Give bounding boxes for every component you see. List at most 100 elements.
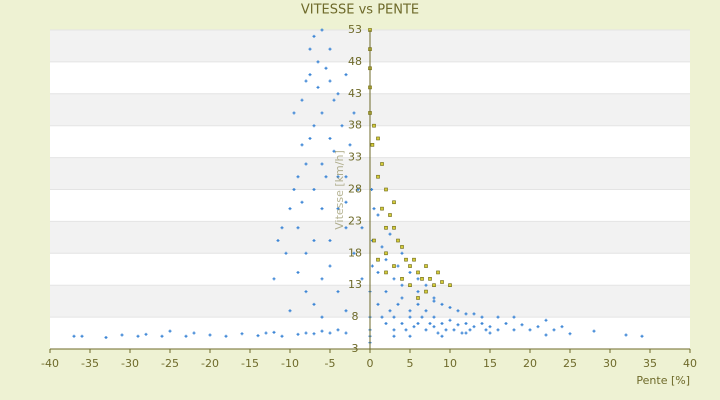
point xyxy=(504,321,508,325)
point xyxy=(424,289,428,294)
point xyxy=(344,175,348,179)
x-tick-label: 20 xyxy=(523,357,537,370)
point xyxy=(72,334,76,338)
point xyxy=(328,47,332,51)
point xyxy=(416,290,420,294)
point xyxy=(432,315,436,319)
point xyxy=(384,251,388,256)
point xyxy=(316,60,320,64)
point xyxy=(544,318,548,322)
point xyxy=(352,251,356,255)
point xyxy=(280,226,284,230)
point xyxy=(312,302,316,306)
x-tick-label: -10 xyxy=(281,357,299,370)
point xyxy=(436,331,440,335)
point xyxy=(272,330,276,334)
point xyxy=(296,226,300,230)
point xyxy=(420,277,424,281)
point xyxy=(388,309,392,313)
point xyxy=(104,336,108,340)
point xyxy=(336,207,340,211)
point xyxy=(312,188,316,191)
point xyxy=(400,277,404,281)
point xyxy=(552,328,556,332)
y-tick-label: 23 xyxy=(348,214,362,227)
point xyxy=(464,312,468,316)
y-tick-label: 18 xyxy=(348,246,362,259)
point xyxy=(400,283,404,287)
point xyxy=(560,325,564,329)
point xyxy=(412,325,416,329)
point xyxy=(440,280,444,284)
x-tick-label: 35 xyxy=(643,357,657,370)
point xyxy=(392,328,396,332)
point xyxy=(328,264,332,268)
point xyxy=(392,315,396,319)
point xyxy=(428,277,432,281)
point xyxy=(440,302,444,306)
point xyxy=(356,188,360,191)
point xyxy=(328,136,332,140)
x-tick-label: -15 xyxy=(241,357,259,370)
point xyxy=(392,200,396,205)
y-tick-label: 53 xyxy=(348,23,362,36)
point xyxy=(312,124,316,128)
point xyxy=(320,315,324,319)
point xyxy=(424,309,428,313)
point xyxy=(480,321,484,325)
point xyxy=(592,329,596,333)
point xyxy=(412,257,416,262)
x-tick-label: 40 xyxy=(683,357,697,370)
point xyxy=(376,136,380,141)
point xyxy=(376,302,380,306)
point xyxy=(420,315,424,319)
point xyxy=(416,302,420,306)
point xyxy=(292,188,296,191)
point xyxy=(384,290,388,294)
x-tick-label: 5 xyxy=(407,357,414,370)
point xyxy=(408,264,412,268)
point xyxy=(360,277,364,281)
x-tick-label: -20 xyxy=(201,357,219,370)
point xyxy=(336,290,340,294)
point xyxy=(184,334,188,338)
y-tick-label: 38 xyxy=(348,119,362,132)
point xyxy=(416,296,420,300)
point xyxy=(376,213,380,217)
point xyxy=(80,334,84,338)
y-tick-label: 28 xyxy=(348,183,362,196)
point xyxy=(392,225,396,230)
point xyxy=(464,331,468,335)
point xyxy=(320,329,324,333)
point xyxy=(424,283,428,287)
point xyxy=(332,98,336,102)
point xyxy=(296,332,300,336)
point xyxy=(512,328,516,332)
point xyxy=(208,333,212,337)
point xyxy=(424,328,428,332)
point xyxy=(432,299,436,303)
point xyxy=(380,315,384,319)
point xyxy=(300,143,304,147)
point xyxy=(496,328,500,332)
point xyxy=(488,331,492,335)
point xyxy=(396,302,400,306)
point xyxy=(376,257,380,262)
point xyxy=(536,325,540,329)
point xyxy=(304,79,308,83)
x-tick-label: 30 xyxy=(603,357,617,370)
y-tick-label: 13 xyxy=(348,278,362,291)
point xyxy=(352,111,356,115)
point xyxy=(324,66,328,70)
point xyxy=(348,143,352,147)
point xyxy=(360,226,364,230)
point xyxy=(432,325,436,329)
point xyxy=(336,328,340,332)
point xyxy=(440,321,444,325)
point xyxy=(456,309,460,313)
x-tick-label: 10 xyxy=(443,357,457,370)
point xyxy=(380,206,384,211)
point xyxy=(288,309,292,313)
point xyxy=(336,175,340,179)
point xyxy=(300,200,304,204)
